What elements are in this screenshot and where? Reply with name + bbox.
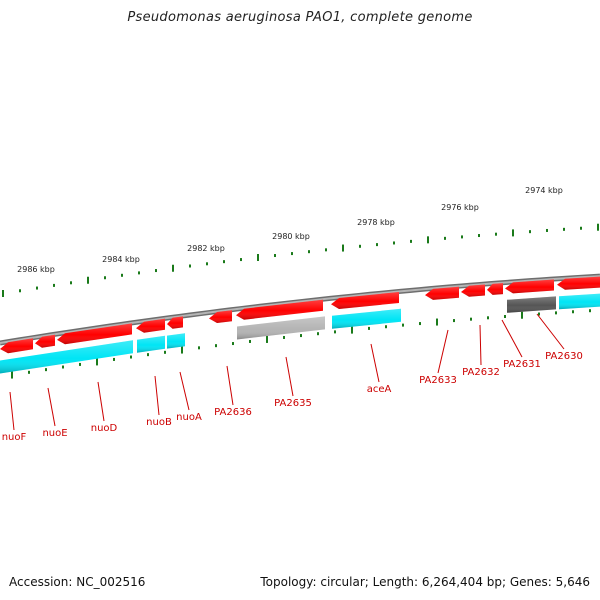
gene-label-pa2632: PA2632 bbox=[462, 367, 500, 378]
label-leader-line bbox=[479, 324, 482, 366]
kbp-tick-marks bbox=[2, 223, 599, 379]
gene-nuoA-shade bbox=[167, 316, 183, 329]
tick-label: 2976 kbp bbox=[441, 203, 479, 212]
gene-label-nuoa: nuoA bbox=[176, 412, 202, 423]
label-leader-line bbox=[97, 381, 105, 422]
label-leader-line bbox=[501, 319, 523, 358]
gene-label-nuof: nuoF bbox=[2, 432, 27, 443]
tick-label: 2974 kbp bbox=[525, 186, 563, 195]
gene-PA2629-shade bbox=[557, 276, 600, 290]
tick-label: 2978 kbp bbox=[357, 218, 395, 227]
topology-text: Topology: circular; Length: 6,264,404 bp… bbox=[260, 575, 590, 589]
gene-nuoD-shade bbox=[57, 323, 132, 345]
accession-text: Accession: NC_002516 bbox=[9, 575, 146, 589]
gene-nuoF-shade bbox=[0, 338, 33, 354]
cds-nuoA-shade bbox=[167, 333, 185, 349]
gene-label-nuoe: nuoE bbox=[42, 428, 67, 439]
label-leader-line bbox=[285, 356, 294, 397]
label-leader-line bbox=[179, 371, 190, 411]
gene-label-nuob: nuoB bbox=[146, 417, 172, 428]
label-leader-line bbox=[47, 387, 56, 427]
label-leader-line bbox=[154, 375, 160, 416]
cds-PA2630-shade bbox=[559, 293, 600, 310]
map-title: Pseudomonas aeruginosa PAO1, complete ge… bbox=[127, 10, 473, 25]
gene-label-nuod: nuoD bbox=[91, 423, 118, 434]
gene-features bbox=[0, 276, 600, 374]
gene-labels: nuoF nuoE nuoD nuoB nuoA PA2636 PA2635 aceA PA26… bbox=[2, 313, 583, 443]
tick-label: 2980 kbp bbox=[272, 232, 310, 241]
gene-aceA-shade bbox=[331, 292, 399, 309]
gene-PA2630a-shade bbox=[505, 279, 554, 294]
gene-label-pa2630: PA2630 bbox=[545, 351, 583, 362]
gene-label-pa2631: PA2631 bbox=[503, 359, 541, 370]
gene-nuoE-shade bbox=[35, 334, 55, 348]
kbp-tick-labels: 2986 kbp 2984 kbp 2982 kbp 2980 kbp 2978 kbp… bbox=[17, 186, 563, 274]
cds-PA2631-shade bbox=[507, 296, 556, 313]
cds-nuo-operon-shade bbox=[0, 340, 133, 374]
backbone-highlight bbox=[0, 275, 600, 344]
gene-nuoB-shade bbox=[136, 318, 165, 333]
gene-label-pa2636: PA2636 bbox=[214, 407, 252, 418]
cds-PA2635-shade bbox=[237, 316, 325, 340]
gene-PA2636-shade bbox=[209, 310, 232, 323]
cds-nuoB-shade bbox=[137, 335, 165, 353]
label-leader-line bbox=[536, 313, 565, 350]
gene-PA2633-shade bbox=[425, 286, 459, 300]
label-leader-line bbox=[9, 391, 15, 431]
label-leader-line bbox=[437, 329, 449, 374]
gene-PA2635-shade bbox=[236, 299, 323, 320]
genome-backbone bbox=[0, 273, 600, 346]
gene-PA2632-shade bbox=[461, 284, 485, 297]
label-leader-line bbox=[370, 343, 380, 383]
gene-PA2631-shade bbox=[487, 283, 503, 295]
tick-label: 2982 kbp bbox=[187, 244, 225, 253]
gene-label-pa2633: PA2633 bbox=[419, 375, 457, 386]
cds-aceA-shade bbox=[332, 308, 401, 329]
gene-label-pa2635: PA2635 bbox=[274, 398, 312, 409]
tick-label: 2986 kbp bbox=[17, 265, 55, 274]
tick-label: 2984 kbp bbox=[102, 255, 140, 264]
label-leader-line bbox=[226, 365, 234, 406]
gene-label-acea: aceA bbox=[367, 384, 392, 395]
